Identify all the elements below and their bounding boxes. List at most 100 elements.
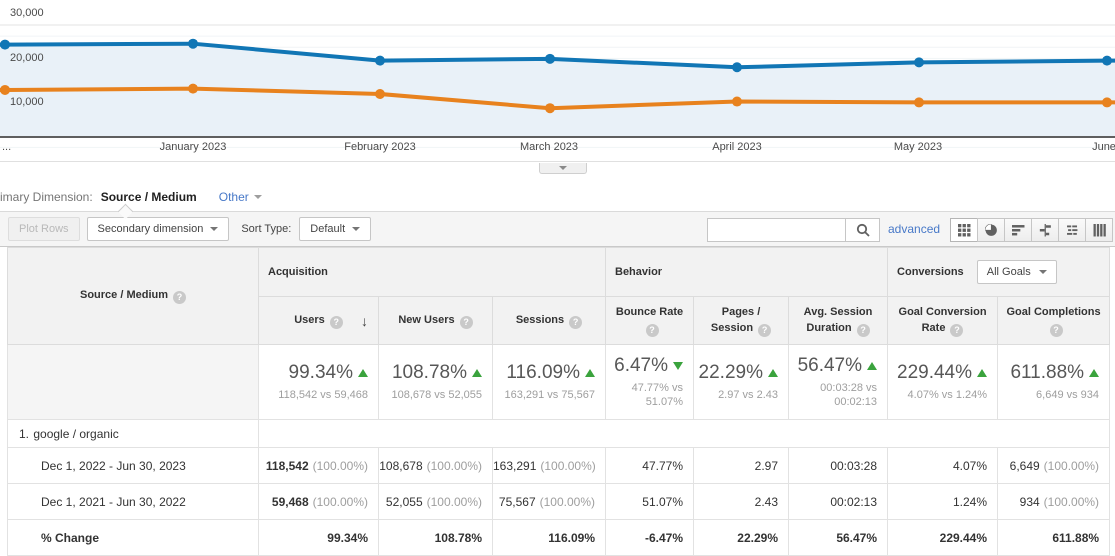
data-point[interactable] bbox=[0, 39, 10, 50]
row-dimension-cell: 1. google / organic bbox=[7, 419, 259, 448]
y-tick-label: 10,000 bbox=[10, 96, 44, 108]
totals-comparison: 47.77% vs 51.07% bbox=[631, 382, 683, 408]
data-point[interactable] bbox=[545, 53, 555, 64]
column-header-avg-session-duration[interactable]: Avg. Session Duration? bbox=[787, 296, 889, 345]
help-icon[interactable]: ? bbox=[758, 324, 772, 337]
help-icon[interactable]: ? bbox=[645, 324, 659, 337]
search-icon bbox=[856, 223, 870, 237]
arrow-up-icon bbox=[977, 369, 988, 377]
data-point[interactable] bbox=[1102, 97, 1112, 108]
arrow-up-icon bbox=[768, 369, 778, 377]
metric-value-cell: 51.07% bbox=[605, 483, 694, 520]
timeline-chart-canvas bbox=[0, 24, 1115, 148]
dimension-other-link[interactable]: Other bbox=[219, 190, 262, 204]
metric-value-cell: 934 (100.00%) bbox=[997, 483, 1111, 520]
totals-percent: 108.78% bbox=[389, 362, 482, 384]
data-point[interactable] bbox=[1102, 55, 1112, 66]
advanced-search-link[interactable]: advanced bbox=[888, 222, 941, 236]
comparison-view-button[interactable] bbox=[1031, 218, 1059, 242]
search-input[interactable] bbox=[707, 218, 845, 242]
secondary-dimension-button[interactable]: Secondary dimension bbox=[86, 217, 230, 241]
column-header-goal-completions[interactable]: Goal Completions? bbox=[997, 296, 1111, 345]
report-table: Source / Medium? Acquisition Behavior Co… bbox=[7, 247, 1111, 556]
arrow-up-icon bbox=[867, 362, 878, 370]
chevron-down-icon bbox=[210, 227, 219, 231]
totals-cell: 6.47% 47.77% vs 51.07% bbox=[605, 344, 694, 420]
data-point[interactable] bbox=[732, 96, 742, 107]
metric-value-cell: 52,055 (100.00%) bbox=[378, 483, 493, 520]
help-icon[interactable]: ? bbox=[459, 316, 473, 329]
performance-view-icon bbox=[1011, 224, 1024, 235]
data-point[interactable] bbox=[545, 103, 555, 114]
help-icon[interactable]: ? bbox=[569, 316, 583, 329]
totals-comparison: 108,678 vs 52,055 bbox=[391, 389, 482, 401]
data-point[interactable] bbox=[0, 84, 10, 95]
search-button[interactable] bbox=[845, 218, 880, 242]
percent-change-cell: -6.47% bbox=[605, 519, 694, 556]
percentage-view-button[interactable] bbox=[977, 218, 1005, 242]
date-range-label: Dec 1, 2022 - Jun 30, 2023 bbox=[7, 447, 259, 484]
data-point[interactable] bbox=[375, 88, 385, 99]
totals-row: 99.34% 118,542 vs 59,468 108.78% 108,678 vs… bbox=[7, 344, 1111, 420]
data-point[interactable] bbox=[914, 57, 924, 68]
totals-comparison: 00:03:28 vs 00:02:13 bbox=[820, 382, 878, 408]
column-header-pages-session[interactable]: Pages / Session? bbox=[693, 296, 789, 345]
column-header-sessions[interactable]: Sessions? bbox=[492, 296, 606, 345]
help-icon[interactable]: ? bbox=[950, 324, 964, 337]
performance-view-button[interactable] bbox=[1004, 218, 1032, 242]
source-medium-link[interactable]: google / organic bbox=[33, 426, 119, 441]
totals-cell: 229.44% 4.07% vs 1.24% bbox=[887, 344, 999, 420]
totals-percent: 116.09% bbox=[503, 362, 595, 384]
help-icon[interactable]: ? bbox=[856, 324, 870, 337]
totals-comparison: 6,649 vs 934 bbox=[1036, 389, 1100, 401]
data-point[interactable] bbox=[914, 97, 924, 108]
data-point[interactable] bbox=[188, 38, 198, 49]
table-view-button[interactable] bbox=[950, 218, 978, 242]
column-header-bounce-rate[interactable]: Bounce Rate? bbox=[605, 296, 694, 345]
chevron-down-icon bbox=[1038, 270, 1047, 274]
table-toolbar: Plot Rows Secondary dimension Sort Type:… bbox=[0, 203, 1115, 247]
column-header-source-medium[interactable]: Source / Medium? bbox=[7, 247, 259, 345]
metric-value-cell: 163,291 (100.00%) bbox=[492, 447, 606, 484]
view-switcher bbox=[950, 218, 1113, 242]
data-point[interactable] bbox=[375, 55, 385, 66]
data-point[interactable] bbox=[188, 83, 198, 94]
group-header-behavior: Behavior bbox=[604, 247, 889, 297]
comparison-view-icon bbox=[1039, 223, 1051, 236]
help-icon[interactable]: ? bbox=[173, 290, 187, 304]
help-icon[interactable]: ? bbox=[329, 316, 343, 329]
column-header-goal-conversion-rate[interactable]: Goal Conversion Rate? bbox=[887, 296, 999, 345]
arrow-up-icon bbox=[1089, 369, 1100, 377]
percent-change-cell: 99.34% bbox=[258, 519, 379, 556]
primary-dimension-label: imary Dimension: bbox=[0, 190, 93, 204]
term-cloud-view-icon bbox=[1066, 224, 1077, 235]
plot-rows-button[interactable]: Plot Rows bbox=[8, 217, 80, 241]
metric-value-cell: 00:03:28 bbox=[787, 447, 889, 484]
y-tick-label: 20,000 bbox=[10, 51, 44, 64]
column-header-users[interactable]: Users? ↓ bbox=[258, 296, 379, 345]
percent-change-label: % Change bbox=[7, 519, 259, 556]
totals-cell: 22.29% 2.97 vs 2.43 bbox=[693, 344, 789, 420]
totals-cell: 99.34% 118,542 vs 59,468 bbox=[258, 344, 379, 420]
chart-collapse-tab[interactable] bbox=[539, 163, 587, 174]
column-header-new-users[interactable]: New Users? bbox=[378, 296, 493, 345]
dimension-source-medium[interactable]: Source / Medium bbox=[100, 190, 197, 204]
totals-cell: 108.78% 108,678 vs 52,055 bbox=[378, 344, 493, 420]
pivot-view-button[interactable] bbox=[1085, 218, 1113, 242]
pivot-view-icon bbox=[1093, 223, 1106, 236]
data-point[interactable] bbox=[732, 62, 742, 73]
y-tick-label: 30,000 bbox=[10, 7, 44, 19]
metric-value-cell: 118,542 (100.00%) bbox=[258, 447, 379, 484]
percent-change-cell: 108.78% bbox=[378, 519, 493, 556]
metric-value-cell: 59,468 (100.00%) bbox=[258, 483, 379, 520]
primary-dimension-bar: imary Dimension: Source / Medium Other bbox=[0, 183, 1115, 211]
percent-change-cell: 22.29% bbox=[693, 519, 789, 556]
date-range-row: Dec 1, 2022 - Jun 30, 2023 118,542 (100.00… bbox=[7, 447, 1111, 484]
help-icon[interactable]: ? bbox=[1049, 324, 1063, 337]
totals-percent: 99.34% bbox=[269, 362, 368, 384]
totals-cell: 116.09% 163,291 vs 75,567 bbox=[492, 344, 606, 420]
arrow-down-icon bbox=[673, 362, 683, 370]
sort-type-button[interactable]: Default bbox=[299, 217, 372, 241]
term-cloud-view-button[interactable] bbox=[1058, 218, 1086, 242]
goal-selector[interactable]: All Goals bbox=[976, 260, 1057, 284]
